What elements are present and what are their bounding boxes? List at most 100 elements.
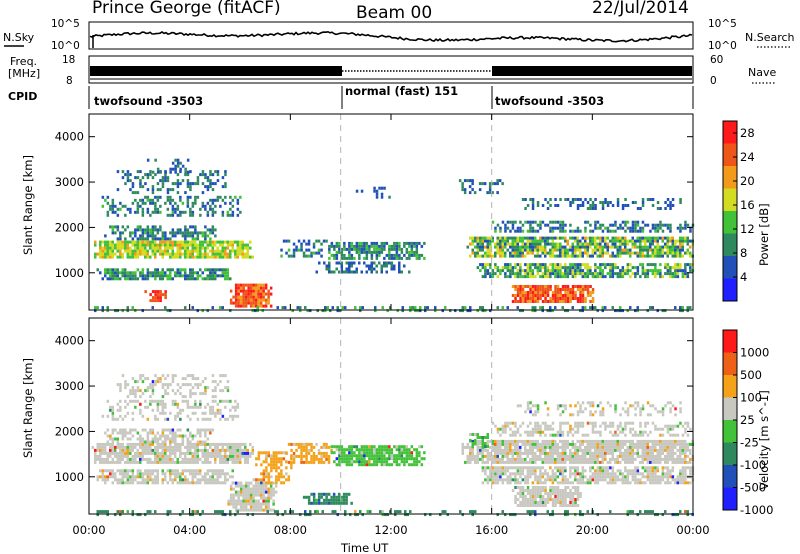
power-cell	[589, 204, 592, 207]
power-cell	[221, 249, 224, 253]
power-cell	[531, 248, 534, 252]
power-cell	[360, 270, 363, 274]
velocity-cell	[375, 448, 379, 452]
power-cell	[514, 285, 517, 288]
power-cell	[534, 248, 537, 252]
velocity-cell	[151, 448, 154, 452]
velocity-cell	[509, 457, 512, 461]
velocity-cell	[378, 454, 381, 458]
velocity-cell	[554, 451, 557, 455]
power-cell	[229, 207, 232, 211]
power-cell	[254, 289, 258, 293]
power-cell	[236, 201, 240, 205]
velocity-cell	[229, 499, 233, 503]
power-cell	[486, 263, 490, 267]
power-cell	[504, 275, 507, 279]
velocity-cell	[579, 460, 582, 464]
power-cell	[529, 285, 532, 288]
power-cell	[164, 234, 167, 238]
power-cell	[491, 269, 495, 273]
power-cell	[549, 309, 552, 313]
power-cell	[526, 242, 529, 246]
velocity-cell	[251, 445, 254, 449]
power-cell	[307, 239, 311, 243]
velocity-cell	[254, 508, 258, 512]
power-cell	[262, 292, 265, 296]
power-cell	[581, 245, 584, 249]
power-cell	[566, 291, 570, 294]
velocity-cell	[380, 460, 384, 464]
power-cell	[224, 195, 227, 199]
power-cell	[676, 269, 680, 273]
velocity-cell	[161, 454, 164, 458]
power-cell	[599, 248, 602, 252]
velocity-cell	[176, 481, 179, 485]
velocity-cell	[342, 501, 346, 505]
power-colorbar-tick-label: 28	[740, 126, 755, 140]
power-cell	[164, 179, 167, 183]
velocity-cell	[619, 439, 622, 443]
velocity-cell	[164, 383, 167, 387]
velocity-cell	[159, 445, 162, 449]
power-cell	[591, 291, 595, 294]
power-cell	[234, 301, 238, 305]
velocity-cell	[684, 445, 687, 449]
power-cell	[269, 292, 273, 296]
velocity-cell	[244, 490, 248, 494]
power-cell	[171, 268, 174, 272]
velocity-cell	[418, 454, 421, 458]
power-cell	[184, 246, 187, 250]
power-cell	[616, 204, 620, 207]
velocity-cell	[469, 445, 472, 449]
velocity-cell	[171, 445, 174, 449]
power-cell	[156, 182, 160, 186]
power-cell	[674, 275, 677, 279]
velocity-cell	[636, 439, 639, 443]
velocity-cell	[214, 481, 217, 485]
velocity-cell	[511, 454, 514, 458]
power-cell	[161, 185, 165, 189]
power-cell	[679, 269, 682, 273]
power-cell	[365, 253, 369, 257]
power-cell	[554, 291, 557, 294]
velocity-cell	[509, 442, 512, 446]
velocity-cell	[216, 383, 220, 387]
velocity-cell	[325, 495, 328, 499]
power-cell	[606, 272, 610, 276]
power-cell	[604, 266, 607, 270]
velocity-cell	[410, 457, 414, 461]
power-cell	[181, 240, 184, 244]
velocity-cell	[139, 451, 142, 455]
power-cell	[164, 249, 167, 253]
velocity-cell	[380, 457, 384, 461]
power-cell	[166, 188, 170, 192]
power-cell	[136, 207, 140, 211]
power-cell	[136, 249, 139, 253]
power-cell	[149, 170, 152, 174]
power-cell	[571, 242, 574, 246]
power-cell	[636, 306, 639, 310]
power-cell	[186, 243, 189, 247]
velocity-cell	[214, 442, 217, 446]
power-cell	[246, 249, 249, 253]
velocity-cell	[368, 445, 371, 449]
velocity-cell	[380, 445, 384, 449]
velocity-cell	[239, 502, 243, 506]
velocity-cell	[191, 434, 195, 438]
power-cell	[654, 229, 657, 233]
power-cell	[514, 251, 517, 255]
power-cell	[262, 289, 265, 293]
velocity-cell	[410, 454, 414, 458]
power-cell	[531, 275, 535, 279]
power-cell	[199, 268, 202, 272]
velocity-cell	[676, 454, 679, 458]
velocity-cell	[315, 454, 318, 458]
velocity-cell	[686, 442, 689, 446]
power-cell	[214, 240, 217, 244]
power-cell	[521, 269, 525, 273]
velocity-cell	[255, 463, 258, 467]
power-cell	[302, 254, 306, 258]
velocity-cell	[129, 428, 132, 432]
velocity-cell	[134, 478, 137, 482]
